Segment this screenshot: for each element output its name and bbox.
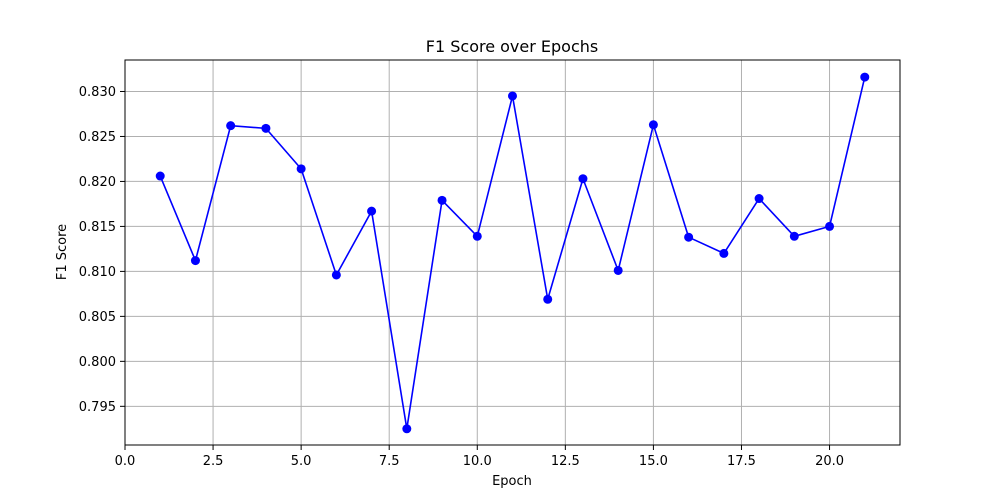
x-tick-label: 10.0 (463, 454, 492, 469)
y-tick-label: 0.820 (79, 175, 116, 190)
x-tick-label: 20.0 (815, 454, 844, 469)
y-tick-label: 0.815 (79, 220, 116, 235)
y-axis-label: F1 Score (55, 224, 70, 280)
grid (124, 60, 900, 445)
data-point (543, 294, 553, 304)
data-point (155, 171, 165, 181)
y-tick-label: 0.805 (79, 310, 116, 325)
data-point (719, 248, 729, 258)
y-tick-label: 0.825 (79, 130, 116, 145)
x-tick-label: 5.0 (291, 454, 312, 469)
y-tick-label: 0.800 (79, 355, 116, 370)
x-tick-label: 17.5 (727, 454, 756, 469)
data-point (754, 194, 764, 204)
x-tick-label: 12.5 (551, 454, 580, 469)
data-point (402, 424, 412, 434)
data-point (648, 120, 658, 130)
data-point (613, 265, 623, 275)
chart-title: F1 Score over Epochs (426, 37, 598, 56)
data-point (367, 206, 377, 216)
data-point (190, 256, 200, 266)
data-point (296, 164, 306, 174)
data-point (226, 121, 236, 131)
data-point (684, 232, 694, 242)
data-point (261, 123, 271, 133)
x-axis-label: Epoch (492, 474, 532, 489)
y-tick-label: 0.810 (79, 265, 116, 280)
series-line-layer (155, 72, 870, 434)
data-point (472, 231, 482, 241)
data-point (825, 221, 835, 231)
data-point (860, 72, 870, 82)
tick-layer: 0.0 2.5 5.0 7.5 10.0 12.5 15.0 17.5 20.0 0.795 0.8… (79, 85, 844, 469)
data-point (331, 270, 341, 280)
y-tick-label: 0.830 (79, 85, 116, 100)
plot-frame (124, 59, 901, 446)
y-tick-label: 0.795 (79, 400, 116, 415)
x-tick-label: 2.5 (203, 454, 224, 469)
data-point (578, 174, 588, 184)
x-tick-label: 0.0 (115, 454, 136, 469)
x-tick-label: 7.5 (379, 454, 400, 469)
x-tick-label: 15.0 (639, 454, 668, 469)
data-point (437, 195, 447, 205)
data-point (508, 91, 517, 101)
data-point (789, 231, 799, 241)
